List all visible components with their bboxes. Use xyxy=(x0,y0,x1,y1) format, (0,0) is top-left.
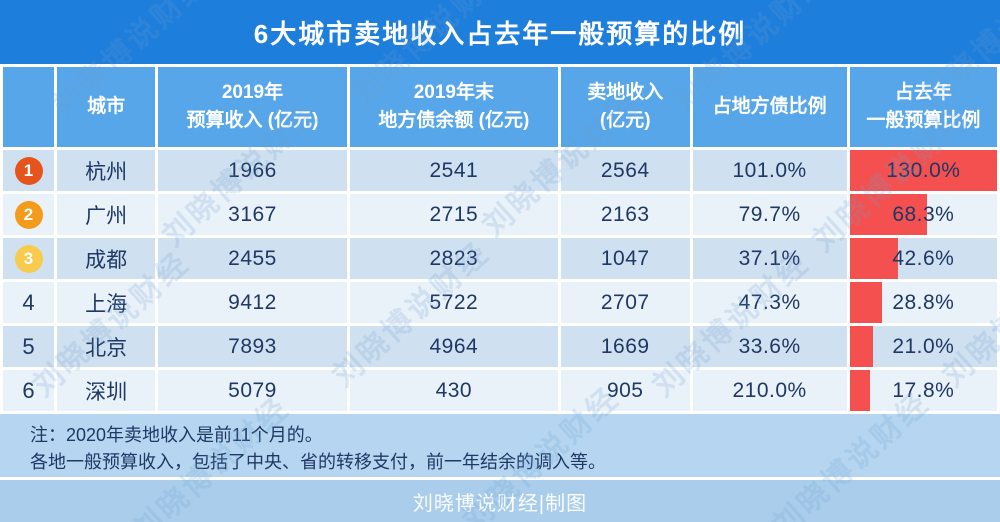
rank-cell: 2 xyxy=(3,194,55,235)
budget-2019-cell: 9412 xyxy=(158,282,347,323)
title-bar: 6大城市卖地收入占去年一般预算的比例 xyxy=(0,0,1000,64)
rank-cell: 3 xyxy=(3,238,55,279)
land-revenue-cell: 1047 xyxy=(560,238,690,279)
pct-of-debt-cell: 79.7% xyxy=(692,194,847,235)
data-table: 城市 2019年 预算收入 (亿元) 2019年末 地方债余额 (亿元) 卖地收入(… xyxy=(0,64,1000,414)
rank-cell: 1 xyxy=(3,150,55,191)
percent-label: 17.8% xyxy=(892,378,955,402)
pct-of-debt-cell: 37.1% xyxy=(692,238,847,279)
percent-bar xyxy=(849,238,898,279)
debt-2019-cell: 4964 xyxy=(349,326,558,367)
city-cell: 成都 xyxy=(57,238,156,279)
land-revenue-cell: 905 xyxy=(560,370,690,411)
debt-2019-cell: 2715 xyxy=(349,194,558,235)
footnote-line-2: 各地一般预算收入，包括了中央、省的转移支付，前一年结余的调入等。 xyxy=(30,452,606,472)
percent-bar xyxy=(849,194,928,235)
city-cell: 上海 xyxy=(57,282,156,323)
rank-cell: 6 xyxy=(3,370,55,411)
budget-2019-cell: 5079 xyxy=(158,370,347,411)
city-cell: 北京 xyxy=(57,326,156,367)
budget-2019-cell: 7893 xyxy=(158,326,347,367)
land-revenue-cell: 2707 xyxy=(560,282,690,323)
pct-of-debt-cell: 101.0% xyxy=(692,150,847,191)
city-cell: 广州 xyxy=(57,194,156,235)
budget-2019-cell: 3167 xyxy=(158,194,347,235)
city-cell: 深圳 xyxy=(57,370,156,411)
pct-of-budget-cell: 21.0% xyxy=(849,326,997,367)
percent-bar xyxy=(849,370,870,411)
rank-badge: 3 xyxy=(14,244,43,273)
pct-of-debt-cell: 47.3% xyxy=(692,282,847,323)
pct-of-debt-cell: 210.0% xyxy=(692,370,847,411)
pct-of-budget-cell: 28.8% xyxy=(849,282,997,323)
column-header-rank xyxy=(3,67,55,147)
rank-badge: 1 xyxy=(14,156,43,185)
percent-label: 28.8% xyxy=(892,290,955,314)
footer-bar: 刘晓博说财经|制图 xyxy=(0,480,1000,522)
column-header-pct-of-debt: 占地方债比例 xyxy=(692,67,847,147)
debt-2019-cell: 2823 xyxy=(349,238,558,279)
percent-bar xyxy=(849,326,874,367)
pct-of-debt-cell: 33.6% xyxy=(692,326,847,367)
pct-of-budget-cell: 42.6% xyxy=(849,238,997,279)
column-header-city: 城市 xyxy=(57,67,156,147)
land-revenue-cell: 1669 xyxy=(560,326,690,367)
footnote-line-1: 注：2020年卖地收入是前11个月的。 xyxy=(30,425,323,445)
budget-2019-cell: 1966 xyxy=(158,150,347,191)
budget-2019-cell: 2455 xyxy=(158,238,347,279)
pct-of-budget-cell: 17.8% xyxy=(849,370,997,411)
page-title: 6大城市卖地收入占去年一般预算的比例 xyxy=(253,18,747,49)
divider xyxy=(0,477,1000,480)
land-revenue-cell: 2163 xyxy=(560,194,690,235)
land-revenue-cell: 2564 xyxy=(560,150,690,191)
debt-2019-cell: 430 xyxy=(349,370,558,411)
percent-label: 42.6% xyxy=(892,246,955,270)
percent-bar xyxy=(849,282,883,323)
percent-label: 21.0% xyxy=(892,334,955,358)
credit-text: 刘晓博说财经|制图 xyxy=(412,492,588,515)
debt-2019-cell: 2541 xyxy=(349,150,558,191)
rank-cell: 5 xyxy=(3,326,55,367)
column-header-pct-of-budget: 占去年 一般预算比例 xyxy=(849,67,997,147)
rank-cell: 4 xyxy=(3,282,55,323)
percent-label: 68.3% xyxy=(892,202,955,226)
percent-label: 130.0% xyxy=(886,158,961,182)
debt-2019-cell: 5722 xyxy=(349,282,558,323)
column-header-debt-2019: 2019年末 地方债余额 (亿元) xyxy=(349,67,558,147)
column-header-land-revenue: 卖地收入 (亿元) xyxy=(560,67,690,147)
percent-bar xyxy=(849,150,997,191)
pct-of-budget-cell: 68.3% xyxy=(849,194,997,235)
city-cell: 杭州 xyxy=(57,150,156,191)
pct-of-budget-cell: 130.0% xyxy=(849,150,997,191)
footnote: 注：2020年卖地收入是前11个月的。 各地一般预算收入，包括了中央、省的转移支… xyxy=(0,414,1000,477)
column-header-budget-2019: 2019年 预算收入 (亿元) xyxy=(158,67,347,147)
rank-badge: 2 xyxy=(14,200,43,229)
